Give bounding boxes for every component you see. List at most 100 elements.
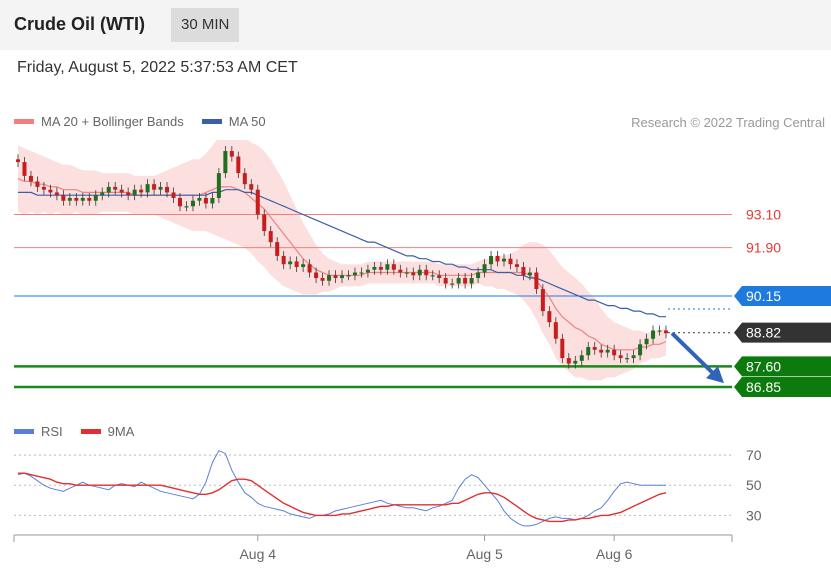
candle-body xyxy=(391,264,396,270)
rsi-legend: RSI 9MA xyxy=(14,424,152,439)
candle-body xyxy=(651,330,656,339)
candle-body xyxy=(242,173,247,185)
candle-body xyxy=(339,275,345,279)
candle-body xyxy=(476,272,481,279)
candle-body xyxy=(463,278,468,284)
legend-item-ma20: MA 20 + Bollinger Bands xyxy=(14,114,184,129)
x-tick-label-1: Aug 5 xyxy=(466,546,503,562)
candle-body xyxy=(119,189,124,193)
rsi-swatch xyxy=(14,429,34,434)
candle-body xyxy=(346,275,351,277)
level-label-2: 90.15 xyxy=(746,288,781,304)
candle-body xyxy=(54,192,59,196)
candle-body xyxy=(592,347,597,350)
candle-body xyxy=(469,278,474,284)
candle-body xyxy=(586,347,591,356)
candle-body xyxy=(443,278,448,284)
candle-body xyxy=(404,272,409,274)
timeframe-badge[interactable]: 30 MIN xyxy=(171,8,240,42)
forecast-arrow-shaft xyxy=(670,331,716,376)
candle-body xyxy=(48,189,53,193)
candle-body xyxy=(288,261,293,265)
research-credit: Research © 2022 Trading Central xyxy=(631,115,825,130)
candle-body xyxy=(527,272,532,276)
bollinger-band xyxy=(18,140,666,381)
rsi-tick-label-0: 70 xyxy=(746,447,762,463)
legend-label-ma20: MA 20 + Bollinger Bands xyxy=(41,114,184,129)
candle-body xyxy=(177,197,183,207)
candle-body xyxy=(450,283,455,285)
level-label-0: 93.10 xyxy=(746,207,781,223)
candle-body xyxy=(333,275,338,279)
candle-body xyxy=(417,269,422,276)
candle-body xyxy=(411,272,416,276)
rsi-series-9ma xyxy=(18,472,667,523)
candle-body xyxy=(579,355,584,361)
candle-body xyxy=(605,349,610,353)
candle-body xyxy=(398,269,403,273)
candle-body xyxy=(197,197,202,201)
candle-body xyxy=(80,197,85,201)
candle-body xyxy=(514,264,519,267)
candle-body xyxy=(216,173,221,198)
legend-item-ma50: MA 50 xyxy=(201,114,266,129)
candle-body xyxy=(203,197,208,204)
candle-body xyxy=(165,186,170,193)
candle-body xyxy=(28,175,33,182)
candle-body xyxy=(100,192,105,196)
candle-body xyxy=(378,266,383,270)
candle-body xyxy=(631,355,636,359)
candle-body xyxy=(184,206,189,208)
candle-body xyxy=(22,162,27,176)
ma20-swatch xyxy=(14,119,34,124)
candle-body xyxy=(255,189,260,215)
candle-body xyxy=(93,195,98,201)
candle-body xyxy=(327,275,332,281)
candle-body xyxy=(145,184,150,193)
candle-body xyxy=(657,330,662,332)
level-badge-3 xyxy=(734,322,831,343)
candle-body xyxy=(314,272,319,279)
candle-body xyxy=(139,189,144,193)
candle-body xyxy=(508,258,513,265)
instrument-title: Crude Oil (WTI) xyxy=(14,14,145,34)
candle-body xyxy=(223,151,228,174)
candle-body xyxy=(171,192,176,198)
level-label-1: 91.90 xyxy=(746,240,781,256)
candle-body xyxy=(281,255,286,265)
candle-body xyxy=(365,269,370,273)
candle-body xyxy=(35,181,40,187)
candle-body xyxy=(437,275,442,279)
candle-body xyxy=(573,360,578,364)
candle-body xyxy=(501,258,507,262)
candle-body xyxy=(385,264,390,270)
candle-body xyxy=(489,255,494,265)
candle-body xyxy=(262,214,267,232)
candle-body xyxy=(67,197,72,201)
candle-body xyxy=(424,269,429,276)
candle-body xyxy=(521,266,526,276)
candle-body xyxy=(618,355,623,359)
rsi-chart: 70 50 30 Aug 4 Aug 5 Aug 6 xyxy=(13,447,762,562)
header-bar: Crude Oil (WTI) 30 MIN xyxy=(0,0,831,50)
candle-body xyxy=(158,186,163,190)
candle-body xyxy=(41,186,46,190)
price-legend: MA 20 + Bollinger Bands MA 50 xyxy=(14,114,284,129)
candle-body xyxy=(495,255,500,262)
candle-body xyxy=(301,264,306,267)
candle-body xyxy=(372,266,377,270)
level-label-3: 88.82 xyxy=(746,325,781,341)
candle-body xyxy=(210,197,215,204)
candle-body xyxy=(456,278,461,284)
candle-body xyxy=(599,349,604,353)
candle-body xyxy=(638,344,643,356)
candle-body xyxy=(359,272,364,274)
ma50-line xyxy=(18,189,666,318)
candle-body xyxy=(430,275,435,277)
legend-item-9ma: 9MA xyxy=(80,424,134,439)
candle-body xyxy=(547,311,552,323)
candle-body xyxy=(553,322,558,339)
candle-body xyxy=(132,189,137,196)
ma50-swatch xyxy=(201,119,222,124)
legend-item-rsi: RSI xyxy=(14,424,63,439)
